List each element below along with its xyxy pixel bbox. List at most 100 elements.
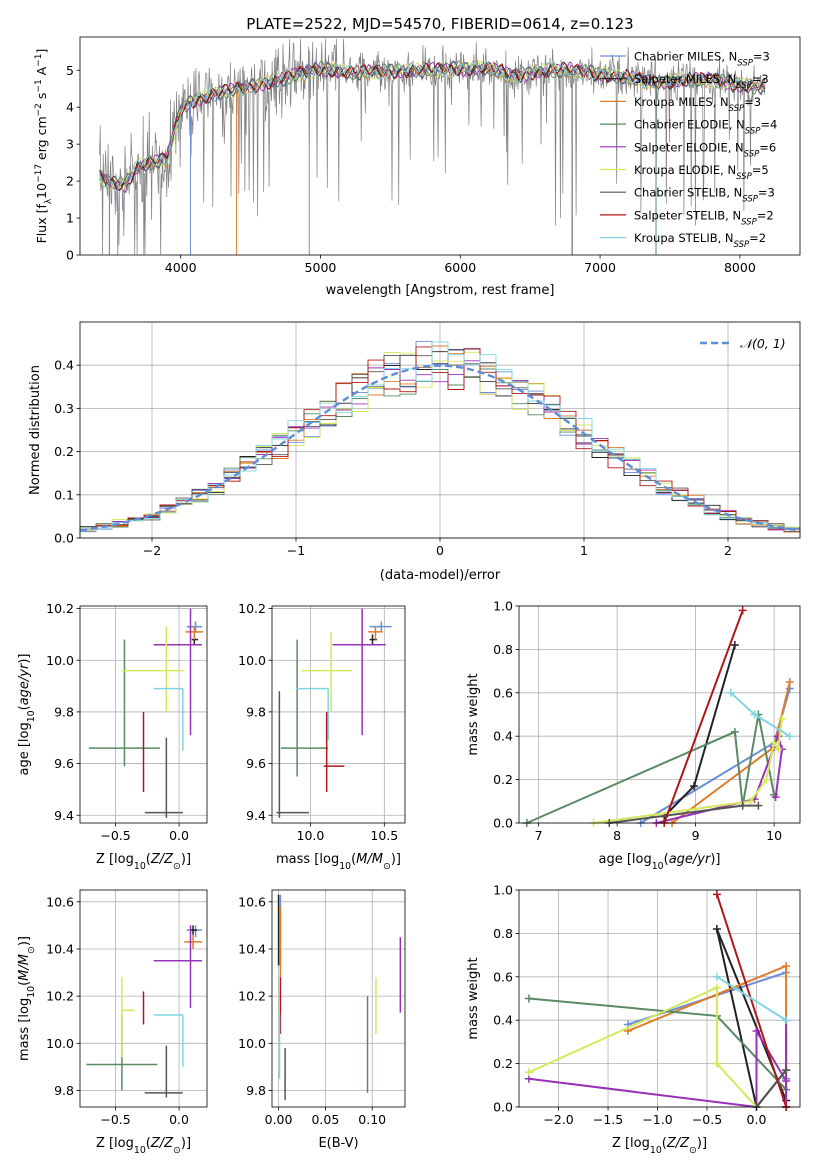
legend-label: Chabrier ELODIE, NSSP=4 [634, 118, 777, 137]
label-part: −17 [34, 164, 44, 183]
legend-text: Salpeter MILES, N [634, 72, 736, 86]
mass-weight-marker [712, 983, 721, 992]
x-tick-label: 8000 [724, 260, 756, 275]
y-tick-label: 10.0 [46, 653, 74, 668]
plot-area [88, 608, 204, 818]
mass-weight-marker [770, 738, 779, 747]
mass-weight-marker [774, 732, 783, 741]
axes-frame: −0.5 0.0 9.4 9.6 9.8 10.0 10.2 [46, 601, 208, 843]
legend-subscript: SSP [744, 149, 760, 159]
x-axis-label: wavelength [Angstrom, rest frame] [326, 283, 555, 298]
label-part: age [log [17, 722, 32, 775]
y-tick-label: 9.6 [246, 756, 266, 771]
label-part: −2 [34, 103, 44, 116]
y-tick-label: 1 [66, 211, 74, 226]
axes-frame: −2 −1 0 1 2 0.0 0.1 0.2 0.3 0.4 𝒩(0, 1) [54, 321, 801, 558]
model-spectrum [99, 62, 766, 192]
mass-weight-marker [712, 972, 721, 981]
mass-weight-marker [524, 1068, 533, 1077]
y-tick-label: 0.2 [493, 772, 513, 787]
label-part: ( [664, 852, 669, 867]
label-part: Z/Z [150, 1136, 174, 1151]
axes-frame: 7 8 9 10 0.0 0.2 0.4 0.6 0.8 1.0 [493, 599, 801, 843]
mass-weight-marker [782, 1066, 791, 1075]
y-tick-label: 0.0 [493, 816, 513, 831]
y-tick-label: 0.3 [54, 401, 74, 416]
y-tick-label: 0.1 [54, 487, 74, 502]
axes-border [518, 605, 801, 824]
y-tick-label: 9.8 [54, 704, 74, 719]
mass-weight-line [528, 986, 758, 1108]
x-tick-label: −0.5 [100, 828, 130, 843]
histogram-series [79, 345, 801, 538]
x-tick-label: 7000 [584, 260, 616, 275]
normal-reference-curve [79, 364, 801, 532]
mass-weight-marker [746, 797, 755, 806]
y-tick-label: 9.6 [54, 756, 74, 771]
legend-label: Kroupa ELODIE, NSSP=5 [634, 163, 769, 182]
mass-weight-marker [785, 732, 794, 741]
legend-text: =3 [753, 50, 770, 64]
x-tick-label: 2 [724, 543, 732, 558]
label-part: ⊙ [26, 946, 37, 954]
x-tick-label: −0.5 [692, 1112, 722, 1127]
label-part: ( [662, 1136, 667, 1151]
legend-text: =3 [752, 72, 769, 86]
mass-weight-marker [712, 1059, 721, 1068]
legend-text: Kroupa MILES, N [634, 95, 729, 109]
label-part: ⊙ [689, 1145, 697, 1156]
y-axis-label: mass weight [466, 673, 481, 755]
y-axis-label: Normed distribution [28, 365, 43, 495]
label-part: ] [34, 49, 49, 54]
chart-age_vs_mass: 10.0 10.5 9.4 9.6 9.8 10.0 10.2 mass [log10(M/M… [238, 601, 406, 872]
label-part: Z [log [96, 1136, 134, 1151]
chart-mass_vs_EBV: 0.00 0.05 0.10 9.8 10.0 10.2 10.4 10.6 E(B-V) [238, 889, 406, 1151]
x-axis-label: Z [log10(Z/Z⊙)] [612, 1136, 707, 1156]
label-part: 10 [134, 861, 146, 872]
label-part: ( [146, 1136, 151, 1151]
label-part: M/M [17, 954, 32, 981]
axes-border [79, 889, 208, 1108]
y-tick-label: 9.8 [54, 1083, 74, 1098]
x-axis-label: E(B-V) [318, 1136, 358, 1151]
legend-label: Salpeter STELIB, NSSP=2 [634, 208, 774, 227]
label-part: )] [17, 936, 32, 946]
histogram-series [79, 349, 801, 538]
legend-text: Kroupa STELIB, N [634, 231, 734, 245]
y-tick-label: 1.0 [493, 599, 513, 614]
label-part: age/yr [17, 662, 32, 705]
histogram-series [79, 351, 801, 538]
y-tick-label: 0.2 [493, 1056, 513, 1071]
y-tick-label: 10.2 [46, 989, 74, 1004]
legend-text: Salpeter STELIB, N [634, 208, 741, 222]
label-part: Z [log [612, 1136, 650, 1151]
label-part: )] [710, 852, 720, 867]
mass-weight-marker [738, 606, 747, 615]
x-tick-label: −1 [287, 543, 305, 558]
label-part: 10 [650, 1145, 662, 1156]
y-tick-label: 0 [66, 248, 74, 263]
legend-text: =3 [758, 186, 775, 200]
figure-title: PLATE=2522, MJD=54570, FIBERID=0614, z=0… [246, 15, 633, 33]
mass-weight-line [663, 644, 736, 818]
axes-border [518, 889, 801, 1108]
y-axis-label: mass weight [466, 957, 481, 1039]
x-tick-label: 0.0 [169, 828, 189, 843]
legend-label: Chabrier MILES, NSSP=3 [634, 50, 770, 69]
chart-spectrum: 4000 5000 6000 7000 8000 0 1 2 3 4 5 Chabrier MILES… [34, 36, 801, 298]
mass-weight-marker [712, 890, 721, 899]
mass-weight-marker [738, 801, 747, 810]
y-tick-label: 9.8 [246, 1083, 266, 1098]
label-part: Flux [f [34, 204, 49, 244]
label-part: 10 [34, 183, 49, 199]
label-part: mass [log [276, 852, 339, 867]
label-part: 10 [652, 861, 664, 872]
mass-weight-line [715, 928, 788, 1110]
x-tick-label: 6000 [444, 260, 476, 275]
label-part: Z/Z [666, 1136, 690, 1151]
legend-subscript: SSP [729, 104, 745, 114]
y-tick-label: 0.6 [493, 969, 513, 984]
model-spectrum [99, 61, 766, 191]
